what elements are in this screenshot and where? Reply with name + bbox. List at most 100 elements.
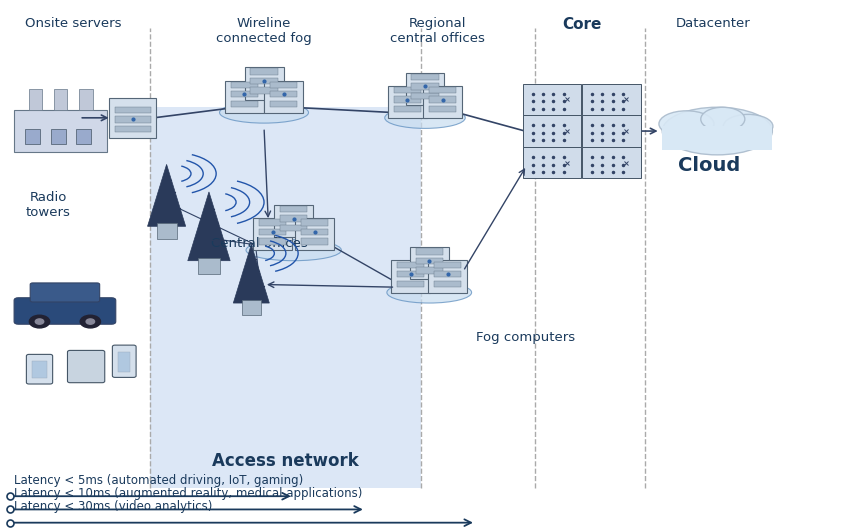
Text: Onsite servers: Onsite servers	[26, 17, 122, 30]
FancyBboxPatch shape	[582, 84, 641, 115]
FancyBboxPatch shape	[270, 101, 298, 107]
FancyBboxPatch shape	[280, 206, 307, 212]
FancyBboxPatch shape	[275, 205, 313, 237]
FancyBboxPatch shape	[50, 129, 65, 144]
Circle shape	[30, 315, 49, 328]
Text: Cloud: Cloud	[677, 156, 740, 175]
FancyBboxPatch shape	[523, 115, 581, 147]
FancyBboxPatch shape	[251, 78, 278, 84]
FancyBboxPatch shape	[416, 248, 443, 255]
FancyBboxPatch shape	[259, 219, 286, 226]
Polygon shape	[148, 164, 185, 226]
Circle shape	[80, 315, 100, 328]
FancyBboxPatch shape	[394, 96, 421, 103]
FancyBboxPatch shape	[280, 215, 307, 222]
FancyBboxPatch shape	[115, 107, 150, 113]
FancyBboxPatch shape	[434, 262, 462, 268]
FancyBboxPatch shape	[150, 107, 421, 488]
FancyBboxPatch shape	[198, 257, 220, 275]
FancyBboxPatch shape	[434, 271, 462, 277]
FancyBboxPatch shape	[270, 91, 298, 97]
FancyBboxPatch shape	[416, 267, 443, 273]
FancyBboxPatch shape	[416, 258, 443, 264]
FancyBboxPatch shape	[251, 68, 278, 74]
Circle shape	[86, 319, 94, 324]
FancyBboxPatch shape	[156, 223, 177, 239]
FancyBboxPatch shape	[662, 126, 773, 150]
FancyBboxPatch shape	[14, 298, 116, 324]
FancyBboxPatch shape	[301, 219, 328, 226]
FancyBboxPatch shape	[411, 83, 439, 89]
Text: Fog computers: Fog computers	[476, 331, 575, 344]
FancyBboxPatch shape	[79, 89, 93, 110]
Ellipse shape	[385, 107, 465, 128]
FancyBboxPatch shape	[582, 147, 641, 178]
FancyBboxPatch shape	[231, 91, 258, 97]
FancyBboxPatch shape	[54, 89, 67, 110]
Text: Regional
central offices: Regional central offices	[390, 17, 485, 45]
FancyBboxPatch shape	[411, 93, 439, 99]
FancyBboxPatch shape	[109, 98, 156, 138]
FancyBboxPatch shape	[394, 106, 421, 112]
FancyBboxPatch shape	[231, 101, 258, 107]
FancyBboxPatch shape	[270, 81, 298, 88]
Polygon shape	[188, 192, 230, 261]
FancyBboxPatch shape	[118, 352, 130, 371]
Text: Central offices: Central offices	[212, 237, 309, 250]
FancyBboxPatch shape	[225, 80, 264, 113]
FancyBboxPatch shape	[259, 238, 286, 245]
FancyBboxPatch shape	[388, 86, 427, 118]
FancyBboxPatch shape	[394, 87, 421, 93]
FancyBboxPatch shape	[434, 280, 462, 287]
FancyBboxPatch shape	[423, 86, 462, 118]
FancyBboxPatch shape	[428, 261, 468, 293]
FancyBboxPatch shape	[397, 280, 424, 287]
FancyBboxPatch shape	[231, 81, 258, 88]
FancyBboxPatch shape	[251, 87, 278, 94]
FancyBboxPatch shape	[397, 271, 424, 277]
FancyBboxPatch shape	[264, 80, 303, 113]
FancyBboxPatch shape	[582, 115, 641, 147]
Ellipse shape	[246, 239, 342, 261]
FancyBboxPatch shape	[115, 126, 150, 132]
FancyBboxPatch shape	[405, 72, 445, 105]
FancyBboxPatch shape	[301, 229, 328, 235]
Circle shape	[36, 319, 43, 324]
FancyBboxPatch shape	[259, 229, 286, 235]
Text: Latency < 5ms (automated driving, IoT, gaming): Latency < 5ms (automated driving, IoT, g…	[14, 473, 303, 487]
FancyBboxPatch shape	[301, 238, 328, 245]
FancyBboxPatch shape	[26, 354, 53, 384]
FancyBboxPatch shape	[31, 283, 99, 302]
FancyBboxPatch shape	[411, 73, 439, 80]
FancyBboxPatch shape	[245, 67, 284, 99]
FancyBboxPatch shape	[391, 261, 430, 293]
Ellipse shape	[659, 111, 714, 137]
Ellipse shape	[662, 107, 773, 155]
FancyBboxPatch shape	[112, 345, 136, 377]
FancyBboxPatch shape	[295, 218, 334, 251]
Text: Radio
towers: Radio towers	[26, 191, 71, 219]
FancyBboxPatch shape	[115, 116, 150, 122]
FancyBboxPatch shape	[242, 300, 261, 315]
Text: Access network: Access network	[212, 452, 359, 470]
Ellipse shape	[387, 282, 472, 303]
FancyBboxPatch shape	[14, 110, 107, 152]
FancyBboxPatch shape	[523, 84, 581, 115]
FancyBboxPatch shape	[523, 147, 581, 178]
Text: Wireline
connected fog: Wireline connected fog	[216, 17, 312, 45]
FancyBboxPatch shape	[280, 225, 307, 231]
FancyBboxPatch shape	[76, 129, 91, 144]
FancyBboxPatch shape	[26, 129, 40, 144]
Ellipse shape	[700, 107, 745, 131]
Polygon shape	[233, 245, 269, 303]
FancyBboxPatch shape	[32, 361, 47, 378]
FancyBboxPatch shape	[29, 89, 42, 110]
Text: Core: Core	[562, 17, 602, 32]
Text: Latency < 30ms (video analytics): Latency < 30ms (video analytics)	[14, 500, 212, 513]
FancyBboxPatch shape	[253, 218, 292, 251]
FancyBboxPatch shape	[67, 351, 105, 383]
FancyBboxPatch shape	[429, 87, 456, 93]
Text: Latency < 10ms (augmented reality, medical applications): Latency < 10ms (augmented reality, medic…	[14, 487, 362, 500]
Ellipse shape	[219, 102, 309, 123]
Text: Datacenter: Datacenter	[676, 17, 751, 30]
